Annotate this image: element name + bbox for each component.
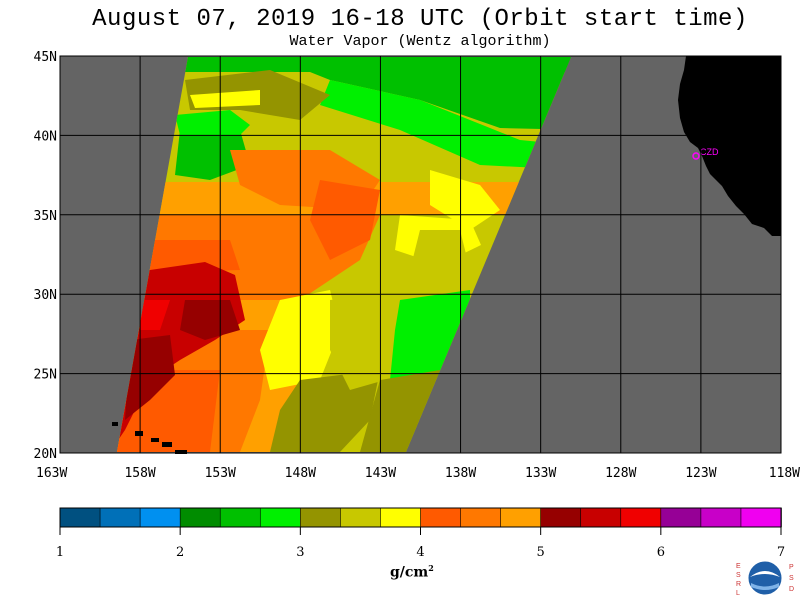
longitude-labels: 163W 158W 153W 148W 143W 138W 133W 128W 123W 118W <box>36 466 800 481</box>
longitude-label: 153W <box>205 466 236 481</box>
colorbar-tick-label: 2 <box>176 545 184 560</box>
colorbar-segment <box>59 507 101 528</box>
latitude-label: 40N <box>34 129 57 144</box>
colorbar-segment <box>700 507 742 528</box>
station-dot <box>692 152 700 160</box>
moisture-region <box>140 300 170 330</box>
island <box>135 431 143 436</box>
map-subtitle: Water Vapor (Wentz algorithm) <box>289 33 551 50</box>
moisture-region <box>175 130 250 180</box>
latitude-label: 35N <box>34 209 57 224</box>
colorbar-segment <box>540 507 582 528</box>
colorbar-segment <box>580 507 622 528</box>
colorbar-unit-label: g/cm2 <box>390 563 434 581</box>
latitude-label: 25N <box>34 368 57 383</box>
island <box>175 450 187 454</box>
logo-right-letters: PSD <box>789 564 794 593</box>
logo-letter: S <box>736 572 741 579</box>
noaa-wave-icon <box>751 583 779 590</box>
island <box>112 422 118 426</box>
moisture-region <box>410 230 470 285</box>
colorbar-tick-label: 6 <box>657 545 665 560</box>
colorbar-segment <box>139 507 181 528</box>
colorbar <box>59 507 782 528</box>
colorbar-segment <box>259 507 302 528</box>
moisture-region <box>175 110 250 135</box>
colorbar-segment <box>460 507 502 528</box>
colorbar-tick-label: 3 <box>296 545 304 560</box>
moisture-region <box>270 370 380 452</box>
colorbar-segment <box>500 507 542 528</box>
island <box>162 442 172 447</box>
moisture-region <box>117 182 571 215</box>
longitude-label: 133W <box>525 466 556 481</box>
hawaii-islands <box>112 422 187 454</box>
colorbar-tick-label: 7 <box>777 545 785 560</box>
colorbar-segment <box>380 507 422 528</box>
longitude-label: 138W <box>445 466 476 481</box>
colorbar-tick-label: 1 <box>56 545 64 560</box>
longitude-label: 163W <box>36 466 67 481</box>
logo-letter: P <box>789 564 794 571</box>
colorbar-segment <box>219 507 262 528</box>
logo-letter: L <box>736 590 740 597</box>
latitude-label: 20N <box>34 447 57 462</box>
station-label: CZD <box>700 147 719 157</box>
longitude-label: 148W <box>285 466 316 481</box>
colorbar-segment <box>420 507 462 528</box>
colorbar-segment <box>740 507 782 528</box>
longitude-label: 128W <box>605 466 636 481</box>
colorbar-segment <box>340 507 382 528</box>
colorbar-tick-label: 4 <box>416 545 424 560</box>
moisture-region <box>180 300 240 340</box>
logo-letter: D <box>789 586 794 593</box>
longitude-label: 143W <box>365 466 396 481</box>
latitude-label: 45N <box>34 50 57 65</box>
colorbar-tick-labels: 1 2 3 4 5 6 7 <box>56 527 785 560</box>
moisture-region <box>310 180 380 260</box>
latitude-label: 30N <box>34 288 57 303</box>
longitude-label: 158W <box>124 466 155 481</box>
colorbar-tick-label: 5 <box>537 545 545 560</box>
logo-letter: R <box>736 581 741 588</box>
map-title: August 07, 2019 16-18 UTC (Orbit start t… <box>92 6 748 33</box>
longitude-label: 123W <box>685 466 716 481</box>
moisture-region <box>125 335 175 420</box>
logo-letter: S <box>789 575 794 582</box>
station-marker: CZD <box>692 147 719 160</box>
colorbar-segment <box>660 507 702 528</box>
colorbar-segment <box>179 507 222 528</box>
colorbar-segment <box>99 507 141 528</box>
map-frame <box>59 55 782 454</box>
colorbar-segment <box>300 507 342 528</box>
longitude-label: 118W <box>769 466 800 481</box>
california-coast <box>678 56 781 236</box>
moisture-region <box>190 90 260 108</box>
colorbar-segment <box>620 507 662 528</box>
noaa-gull-icon <box>750 571 780 577</box>
grid-lines <box>60 56 781 453</box>
latitude-labels: 45N 40N 35N 30N 25N 20N <box>34 50 57 462</box>
island <box>151 438 159 442</box>
logo-letter: E <box>736 563 741 570</box>
moisture-region <box>270 57 571 135</box>
